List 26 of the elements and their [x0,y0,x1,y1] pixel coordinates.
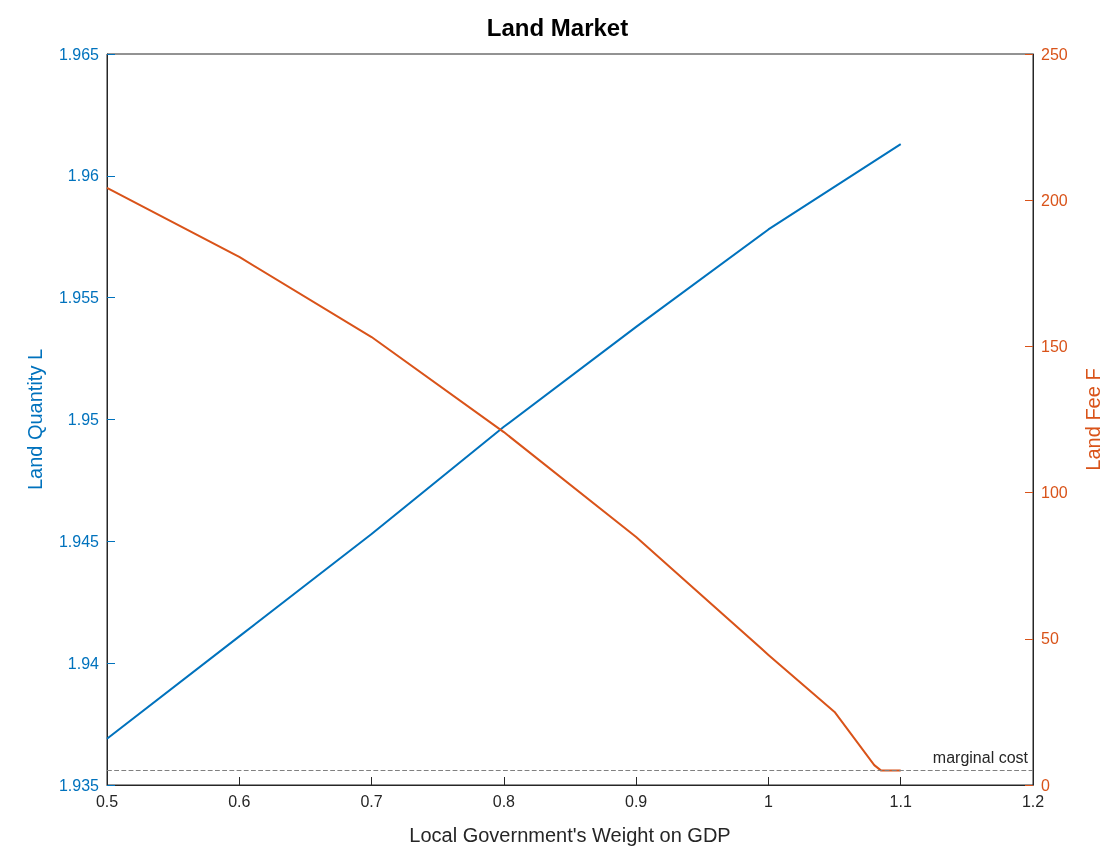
x-axis-title: Local Government's Weight on GDP [409,824,731,846]
x-tick-label: 0.9 [625,792,648,810]
x-tick-label: 0.7 [360,792,383,810]
ref-line-label: marginal cost [932,748,1029,766]
y2-tick-label: 250 [1041,45,1068,63]
x-tick-label: 0.6 [228,792,251,810]
y-tick-label: 1.945 [58,532,100,550]
y2-tick-label: 50 [1041,630,1059,648]
y-tick-label: 1.935 [58,776,100,794]
y2-tick-label: 200 [1041,191,1068,209]
y2-tick-label: 0 [1041,776,1050,794]
y-axis-title: Land Quantity L [24,348,46,491]
y-tick-label: 1.94 [67,654,100,672]
y2-tick-label: 100 [1041,484,1068,502]
y-tick-label: 1.95 [67,411,100,428]
y-tick-label: 1.965 [58,45,100,63]
x-tick-label: 0.5 [95,792,119,810]
x-tick-label: 1.1 [889,792,912,810]
x-tick-label: 1.2 [1021,792,1045,810]
y-tick-label: 1.96 [67,167,100,185]
y2-axis-title: Land Fee F [1082,368,1104,471]
x-tick-label: 1 [763,792,773,810]
y-tick-label: 1.955 [58,289,100,307]
x-tick-label: 0.8 [492,792,516,810]
y2-tick-label: 150 [1041,337,1068,355]
chart-title: Land Market [486,13,629,41]
